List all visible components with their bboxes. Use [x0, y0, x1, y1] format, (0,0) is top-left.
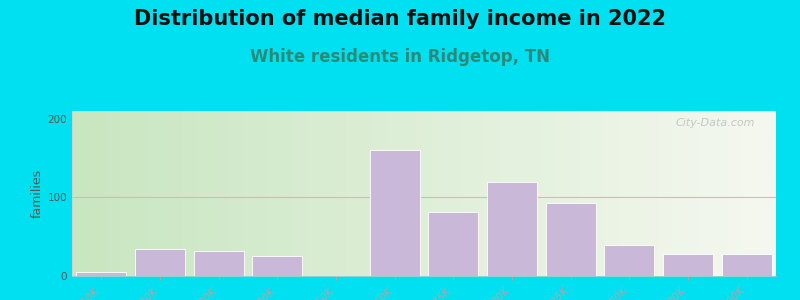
- Bar: [722, 254, 771, 276]
- Y-axis label: families: families: [30, 169, 43, 218]
- Bar: [487, 182, 537, 276]
- Bar: [194, 251, 243, 276]
- Text: White residents in Ridgetop, TN: White residents in Ridgetop, TN: [250, 48, 550, 66]
- Bar: [135, 248, 185, 276]
- Bar: [605, 244, 654, 276]
- Bar: [253, 256, 302, 276]
- Bar: [370, 150, 419, 276]
- Bar: [429, 212, 478, 276]
- Text: Distribution of median family income in 2022: Distribution of median family income in …: [134, 9, 666, 29]
- Bar: [77, 272, 126, 276]
- Bar: [663, 254, 713, 276]
- Text: City-Data.com: City-Data.com: [675, 118, 755, 128]
- Bar: [546, 203, 595, 276]
